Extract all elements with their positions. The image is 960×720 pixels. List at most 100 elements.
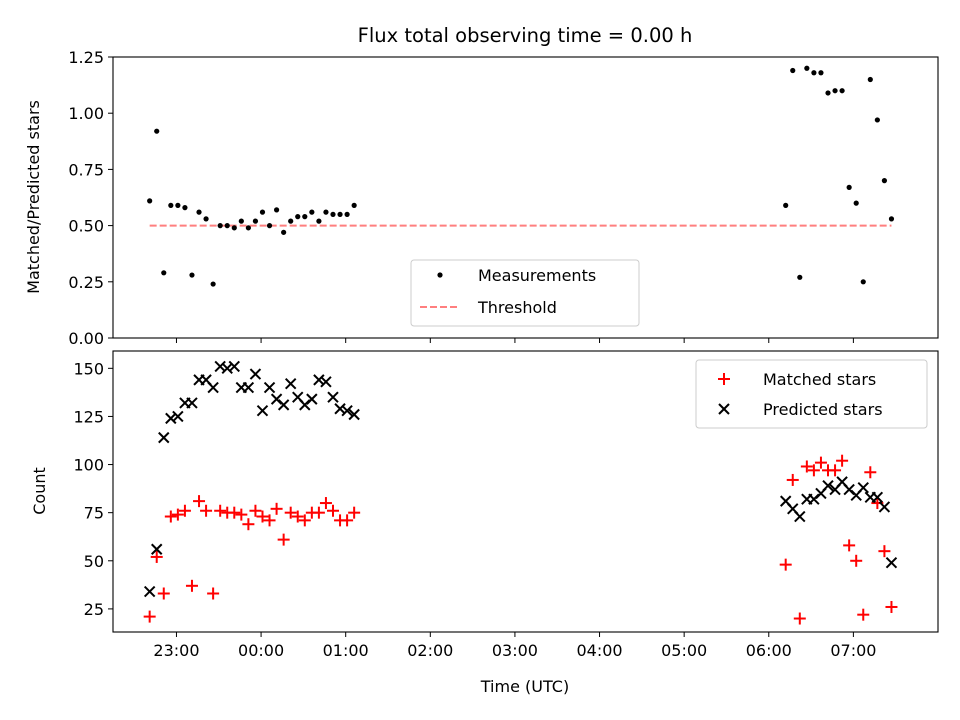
matched-star-point (829, 464, 842, 477)
legend-matched-label: Matched stars (763, 370, 876, 389)
measurement-point (832, 88, 838, 94)
predicted-star-point (151, 543, 163, 555)
predicted-star-point (207, 381, 219, 394)
measurement-point (867, 76, 873, 83)
matched-star-point (207, 587, 220, 600)
matched-star-point (864, 466, 877, 479)
measurement-point (273, 207, 280, 213)
matched-star-point (242, 518, 255, 531)
matched-star-point (878, 545, 891, 558)
legend-threshold-label: Threshold (477, 298, 557, 317)
predicted-star-point (242, 381, 255, 394)
matched-star-point (143, 610, 156, 623)
predicted-star-point (277, 399, 290, 411)
measurement-point (853, 200, 859, 206)
predicted-star-point (172, 410, 184, 423)
ratio-y-tick-label: 0.25 (68, 273, 104, 292)
measurement-point (309, 209, 315, 215)
measurement-point (337, 211, 343, 217)
ratio-y-tick-label: 0.50 (68, 217, 104, 236)
matched-star-point (850, 554, 863, 567)
predicted-star-point (143, 585, 156, 598)
x-tick-label: 00:00 (238, 641, 284, 660)
measurement-point (266, 223, 273, 229)
count-y-tick-label: 100 (73, 456, 104, 475)
matched-star-point (150, 550, 163, 563)
predicted-star-point (249, 368, 262, 380)
matched-star-point (193, 495, 206, 508)
measurement-point (175, 202, 181, 208)
predicted-star-point (165, 412, 177, 425)
predicted-star-point (857, 481, 869, 494)
predicted-star-point (214, 360, 226, 373)
x-tick-label: 23:00 (153, 641, 199, 660)
predicted-star-point (263, 381, 276, 394)
predicted-star-point (334, 403, 346, 415)
predicted-star-point (221, 362, 233, 375)
measurement-point (316, 218, 322, 224)
matched-star-point (164, 510, 177, 523)
measurement-point (888, 216, 895, 222)
count-y-tick-label: 50 (84, 552, 104, 571)
predicted-star-point (885, 557, 898, 569)
count-y-tick-label: 75 (84, 504, 104, 523)
x-tick-label: 06:00 (746, 641, 792, 660)
ratio-y-tick-label: 0.00 (68, 329, 104, 348)
x-tick-label: 05:00 (661, 641, 707, 660)
ratio-y-tick-label: 1.00 (68, 104, 104, 123)
measurement-point (344, 211, 350, 217)
matched-star-point (836, 454, 849, 467)
matched-star-point (312, 506, 325, 519)
matched-star-point (857, 608, 870, 621)
predicted-star-point (348, 408, 360, 421)
matched-star-point (214, 504, 227, 517)
legend-measurements-label: Measurements (478, 266, 596, 285)
matched-star-point (157, 587, 170, 600)
measurement-point (874, 117, 880, 123)
matched-star-point (786, 473, 799, 486)
predicted-star-point (313, 374, 325, 386)
measurement-point (881, 178, 888, 184)
matched-star-point (793, 612, 806, 625)
matched-star-point (235, 508, 248, 521)
measurement-point (281, 229, 287, 235)
matched-star-point (270, 502, 283, 515)
predicted-star-point (327, 391, 339, 403)
predicted-star-point (341, 404, 353, 417)
matched-star-point (348, 506, 361, 519)
ratio-legend-box (410, 259, 640, 327)
chart-title: Flux total observing time = 0.00 h (358, 24, 693, 47)
matched-star-point (298, 514, 311, 527)
measurement-point (846, 184, 852, 190)
legend-predicted-marker (718, 403, 730, 415)
measurement-point (295, 214, 301, 220)
measurement-point (783, 202, 789, 208)
measurement-point (259, 209, 266, 215)
ratio-y-tick-label: 0.75 (68, 160, 104, 179)
measurement-point (797, 274, 803, 280)
predicted-star-point (228, 360, 240, 373)
measurement-point (302, 214, 308, 220)
legend-measurements-marker (437, 272, 443, 278)
measurement-point (839, 88, 845, 94)
x-tick-label: 02:00 (407, 641, 453, 660)
measurement-point (323, 209, 329, 215)
predicted-star-point (284, 378, 297, 390)
measurement-point (330, 211, 336, 217)
predicted-star-point (320, 376, 332, 388)
count-y-tick-label: 125 (73, 407, 104, 426)
matched-star-point (843, 539, 856, 552)
measurement-point (189, 272, 195, 278)
matched-star-point (263, 514, 276, 527)
x-tick-label: 03:00 (492, 641, 538, 660)
measurement-point (168, 202, 174, 208)
matched-star-point (814, 456, 827, 469)
matched-star-point (284, 506, 297, 519)
measurement-point (210, 281, 216, 287)
legend-matched-marker (718, 373, 730, 385)
count-legend: Matched stars Predicted stars (695, 359, 928, 429)
matched-star-point (185, 579, 198, 592)
ratio-y-axis-label: Matched/Predicted stars (24, 100, 43, 294)
measurement-point (217, 223, 223, 229)
